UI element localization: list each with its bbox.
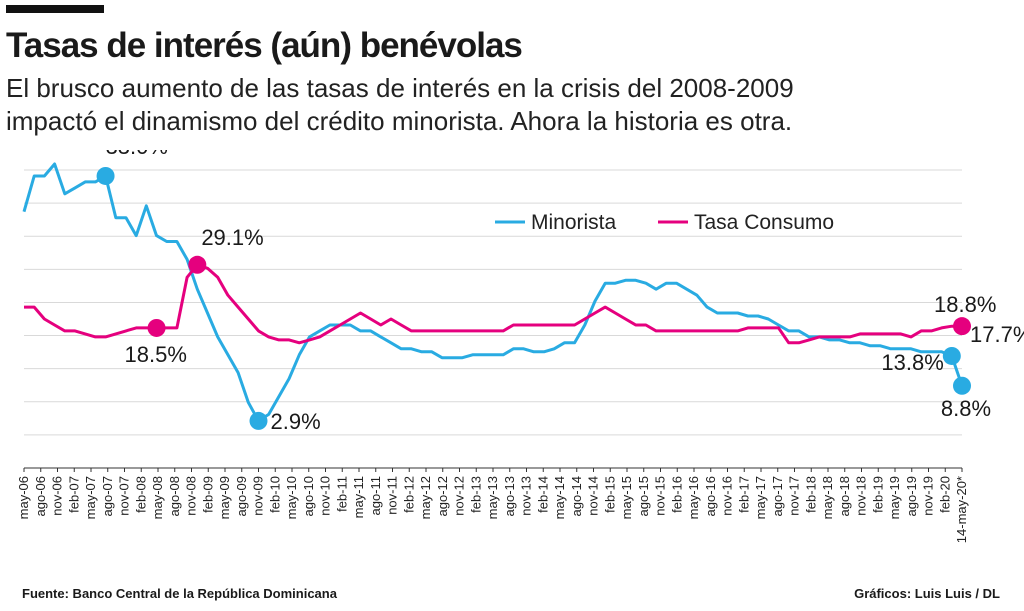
x-tick-label: may-08 [150,476,165,519]
x-tick-label: ago-09 [234,476,249,516]
chart-markers: 33.0% 2.9% 13.8% 8.8% 18.5% 29.1% 18.8% 17.7% [96,150,1024,434]
data-label: 33.0% [106,150,168,159]
x-tick-label: may-06 [16,476,31,519]
data-label: 2.9% [271,409,321,434]
x-tick-label: may-16 [686,476,701,519]
x-axis: may-06 ago-06 nov-06 feb-07 may-07 ago-07 nov-… [16,468,969,543]
data-point-marker [96,166,115,185]
x-tick-label: feb-11 [334,476,349,512]
data-point-marker [942,346,961,365]
data-label: 18.5% [125,342,187,367]
x-tick-label: feb-13 [468,476,483,513]
x-tick-label: ago-18 [837,476,852,516]
data-point-marker [188,255,207,274]
x-tick-label: nov-16 [720,476,735,516]
x-tick-label: nov-17 [787,476,802,516]
page-subtitle: El brusco aumento de las tasas de interé… [6,73,794,136]
x-tick-label: feb-14 [535,476,550,513]
x-tick-label: nov-18 [854,476,869,516]
legend-label: Tasa Consumo [694,211,834,234]
x-tick-label: nov-15 [653,476,668,516]
header-accent-bar [6,5,104,13]
data-point-marker [953,376,971,395]
x-tick-label: feb-10 [267,476,282,513]
series-line-minorista [22,162,964,423]
x-tick-label: may-19 [887,476,902,519]
data-label: 13.8% [881,350,943,375]
x-tick-label: may-13 [485,476,500,519]
x-tick-label: ago-17 [770,476,785,516]
x-tick-label: nov-19 [921,476,936,516]
x-tick-label: ago-15 [636,476,651,516]
x-tick-label: may-14 [552,476,567,519]
x-tick-label: feb-20 [937,476,952,513]
x-tick-label: nov-14 [586,476,601,516]
x-tick-label: nov-12 [452,476,467,516]
source-note: Fuente: Banco Central de la República Do… [22,586,337,601]
x-tick-label: feb-12 [401,476,416,513]
data-point-marker [953,317,971,336]
x-tick-label: nov-10 [318,476,333,516]
x-tick-label: feb-08 [133,476,148,513]
chart-legend: Minorista Tasa Consumo [495,211,834,234]
x-tick-label: may-15 [619,476,634,519]
x-tick-label: nov-09 [251,476,266,516]
x-tick-label: may-09 [217,476,232,519]
x-tick-label: ago-19 [904,476,919,516]
x-tick-label: nov-06 [50,476,65,516]
x-tick-label: ago-12 [435,476,450,516]
x-tick-label: feb-18 [803,476,818,513]
x-tick-label: may-11 [351,476,366,518]
credit-note: Gráficos: Luis Luis / DL [854,586,1000,601]
x-tick-label: feb-17 [736,476,751,513]
x-tick-label: nov-13 [519,476,534,516]
data-point-marker [249,411,268,430]
data-label: 8.8% [941,396,991,421]
x-tick-label: feb-16 [669,476,684,513]
x-tick-label: nov-08 [184,476,199,516]
line-chart: may-06 ago-06 nov-06 feb-07 may-07 ago-07 nov-… [16,150,1024,543]
x-tick-label: ago-14 [569,476,584,516]
x-tick-label: may-12 [418,476,433,519]
x-tick-label: ago-10 [301,476,316,516]
x-tick-label: may-18 [820,476,835,519]
x-tick-label: nov-07 [117,476,132,516]
x-tick-label: ago-08 [167,476,182,516]
x-tick-label: may-10 [284,476,299,519]
x-tick-label: ago-16 [703,476,718,516]
x-tick-label: feb-07 [66,476,81,513]
x-tick-label: nov-11 [385,476,400,515]
x-tick-label: ago-13 [502,476,517,516]
data-label: 18.8% [934,292,996,317]
page-title: Tasas de interés (aún) benévolas [6,26,523,65]
data-label: 29.1% [201,225,263,250]
data-label: 17.7% [970,322,1024,347]
data-point-marker [147,318,166,337]
series-line-tasa-consumo [24,263,962,345]
chart-series [22,162,964,423]
x-tick-label: may-17 [753,476,768,519]
legend-label: Minorista [531,211,617,234]
chart-grid [24,169,962,469]
x-tick-label: ago-06 [33,476,48,516]
x-tick-label: ago-11 [368,476,383,516]
x-tick-label: ago-07 [100,476,115,516]
x-tick-label: feb-15 [602,476,617,513]
x-tick-label: feb-09 [200,476,215,513]
x-tick-label: may-07 [83,476,98,519]
x-tick-label: feb-19 [870,476,885,513]
x-tick-label: 14-may-20* [954,476,969,543]
